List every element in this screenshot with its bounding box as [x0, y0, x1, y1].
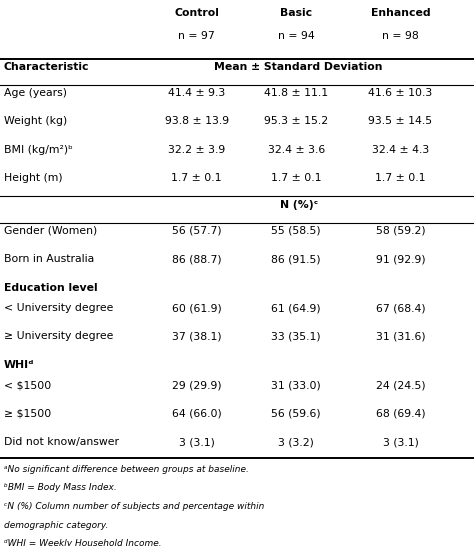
Text: ᵈWHI = Weekly Household Income.: ᵈWHI = Weekly Household Income.: [4, 539, 162, 546]
Text: 58 (59.2): 58 (59.2): [376, 226, 425, 236]
Text: 32.2 ± 3.9: 32.2 ± 3.9: [168, 145, 225, 155]
Text: 91 (92.9): 91 (92.9): [376, 254, 425, 264]
Text: 3 (3.2): 3 (3.2): [278, 437, 314, 447]
Text: ᵃNo significant difference between groups at baseline.: ᵃNo significant difference between group…: [4, 465, 249, 474]
Text: Basic: Basic: [280, 8, 312, 18]
Text: 32.4 ± 3.6: 32.4 ± 3.6: [268, 145, 325, 155]
Text: 55 (58.5): 55 (58.5): [272, 226, 321, 236]
Text: 61 (64.9): 61 (64.9): [272, 303, 321, 313]
Text: 1.7 ± 0.1: 1.7 ± 0.1: [172, 173, 222, 183]
Text: 67 (68.4): 67 (68.4): [376, 303, 425, 313]
Text: Age (years): Age (years): [4, 88, 67, 98]
Text: n = 98: n = 98: [382, 31, 419, 41]
Text: 29 (29.9): 29 (29.9): [172, 381, 221, 390]
Text: 31 (31.6): 31 (31.6): [376, 331, 425, 341]
Text: n = 94: n = 94: [278, 31, 315, 41]
Text: 56 (57.7): 56 (57.7): [172, 226, 221, 236]
Text: 93.5 ± 14.5: 93.5 ± 14.5: [368, 116, 433, 126]
Text: Enhanced: Enhanced: [371, 8, 430, 18]
Text: 41.4 ± 9.3: 41.4 ± 9.3: [168, 88, 225, 98]
Text: Characteristic: Characteristic: [4, 62, 89, 72]
Text: 1.7 ± 0.1: 1.7 ± 0.1: [271, 173, 321, 183]
Text: 3 (3.1): 3 (3.1): [179, 437, 215, 447]
Text: 68 (69.4): 68 (69.4): [376, 409, 425, 419]
Text: 64 (66.0): 64 (66.0): [172, 409, 221, 419]
Text: ᵇBMI = Body Mass Index.: ᵇBMI = Body Mass Index.: [4, 484, 117, 492]
Text: Education level: Education level: [4, 283, 98, 293]
Text: < $1500: < $1500: [4, 381, 51, 390]
Text: Control: Control: [174, 8, 219, 18]
Text: N (%)ᶜ: N (%)ᶜ: [280, 200, 318, 210]
Text: 32.4 ± 4.3: 32.4 ± 4.3: [372, 145, 429, 155]
Text: Height (m): Height (m): [4, 173, 63, 183]
Text: < University degree: < University degree: [4, 303, 113, 313]
Text: Gender (Women): Gender (Women): [4, 226, 97, 236]
Text: 60 (61.9): 60 (61.9): [172, 303, 221, 313]
Text: ᶜN (%) Column number of subjects and percentage within: ᶜN (%) Column number of subjects and per…: [4, 502, 264, 511]
Text: ≥ University degree: ≥ University degree: [4, 331, 113, 341]
Text: BMI (kg/m²)ᵇ: BMI (kg/m²)ᵇ: [4, 145, 73, 155]
Text: 56 (59.6): 56 (59.6): [272, 409, 321, 419]
Text: Born in Australia: Born in Australia: [4, 254, 94, 264]
Text: 31 (33.0): 31 (33.0): [272, 381, 321, 390]
Text: ≥ $1500: ≥ $1500: [4, 409, 51, 419]
Text: 41.8 ± 11.1: 41.8 ± 11.1: [264, 88, 328, 98]
Text: 86 (91.5): 86 (91.5): [272, 254, 321, 264]
Text: WHIᵈ: WHIᵈ: [4, 360, 34, 370]
Text: n = 97: n = 97: [178, 31, 215, 41]
Text: Did not know/answer: Did not know/answer: [4, 437, 119, 447]
Text: 3 (3.1): 3 (3.1): [383, 437, 419, 447]
Text: demographic category.: demographic category.: [4, 521, 108, 530]
Text: Weight (kg): Weight (kg): [4, 116, 67, 126]
Text: 41.6 ± 10.3: 41.6 ± 10.3: [368, 88, 433, 98]
Text: 24 (24.5): 24 (24.5): [376, 381, 425, 390]
Text: Mean ± Standard Deviation: Mean ± Standard Deviation: [214, 62, 383, 72]
Text: 86 (88.7): 86 (88.7): [172, 254, 221, 264]
Text: 95.3 ± 15.2: 95.3 ± 15.2: [264, 116, 328, 126]
Text: 93.8 ± 13.9: 93.8 ± 13.9: [164, 116, 229, 126]
Text: 1.7 ± 0.1: 1.7 ± 0.1: [375, 173, 426, 183]
Text: 33 (35.1): 33 (35.1): [272, 331, 321, 341]
Text: 37 (38.1): 37 (38.1): [172, 331, 221, 341]
